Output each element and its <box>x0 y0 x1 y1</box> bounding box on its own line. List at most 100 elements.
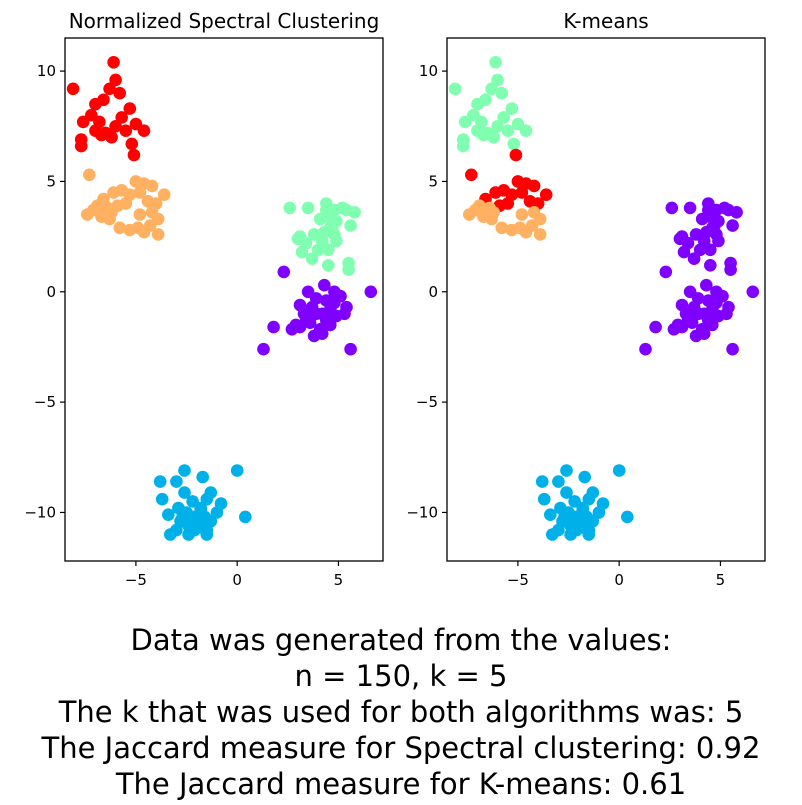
caption-line-3: The k that was used for both algorithms … <box>58 695 744 729</box>
data-point-p1-s1-10 <box>115 111 128 124</box>
data-point-p2-s1-2 <box>489 56 502 69</box>
data-point-p2-s2-2 <box>465 168 478 182</box>
data-point-p1-s1-11 <box>123 102 137 115</box>
data-point-p2-s4-19 <box>712 234 725 248</box>
x-tick-label-2-5: 5 <box>716 571 726 589</box>
data-point-p2-s5-28 <box>546 528 559 541</box>
data-point-p2-s1-5 <box>479 93 492 107</box>
data-point-p1-s5-28 <box>164 528 177 541</box>
data-point-p1-s4-23 <box>267 320 280 334</box>
data-point-p1-s2-6 <box>145 179 159 193</box>
data-point-p2-s5-9 <box>537 492 551 506</box>
data-point-p2-s4-54 <box>675 320 689 334</box>
data-point-p2-s4-46 <box>720 307 733 321</box>
data-point-p2-s4-31 <box>700 278 713 292</box>
data-point-p2-s1-8 <box>485 82 498 96</box>
y-tick-label-1-0: 0 <box>46 283 56 301</box>
data-point-p2-s1-19 <box>487 131 500 144</box>
data-point-p1-s2-23 <box>113 221 126 235</box>
x-tick-label-2--5: −5 <box>507 571 529 589</box>
data-point-p1-s5-9 <box>155 492 169 506</box>
data-point-p2-s5-2 <box>612 464 626 477</box>
data-point-p2-s4-26 <box>724 256 737 270</box>
data-point-p2-s1-15 <box>501 124 515 137</box>
y-tick-label-1-5: 5 <box>46 172 56 190</box>
data-point-p1-s3-29 <box>291 232 305 246</box>
data-point-p1-s1-6 <box>113 86 126 100</box>
data-point-p2-s4-20 <box>693 243 707 257</box>
data-point-p1-s4-25 <box>293 320 307 334</box>
data-point-p1-s5-15 <box>210 506 224 519</box>
data-point-p2-s5-4 <box>535 475 549 488</box>
data-point-p2-s5-17 <box>544 508 557 521</box>
data-point-p2-s4-60 <box>683 312 697 325</box>
data-point-p1-s3-28 <box>326 219 339 232</box>
data-point-p2-s2-1 <box>509 148 523 162</box>
caption: Data was generated from the values: n = … <box>0 622 802 802</box>
data-point-p2-s4-1 <box>665 201 679 215</box>
data-point-p2-s3-7 <box>515 208 529 221</box>
data-point-p1-s4-1 <box>277 265 291 279</box>
data-point-p1-s3-26 <box>342 256 355 270</box>
data-point-p1-s1-23 <box>95 128 108 142</box>
data-point-p2-s5-22 <box>621 510 634 524</box>
y-tick-label-1--10: −10 <box>24 503 56 521</box>
data-point-p1-s3-22 <box>305 252 319 265</box>
x-tick-label-2-0: 0 <box>614 571 624 589</box>
caption-line-5: The Jaccard measure for K-means: 0.61 <box>115 767 687 801</box>
caption-line-1: Data was generated from the values: <box>130 623 672 657</box>
plot-frame-2 <box>446 37 766 562</box>
data-point-p1-s3-7 <box>340 203 353 217</box>
data-point-p1-s5-4 <box>153 475 167 488</box>
data-point-p1-s5-22 <box>239 510 252 524</box>
y-tick-label-2-10: 10 <box>419 62 438 80</box>
data-point-p2-s5-29 <box>564 528 577 541</box>
y-tick-label-2--10: −10 <box>406 503 438 521</box>
y-tick-label-1-10: 10 <box>37 62 56 80</box>
data-point-p2-s1-6 <box>495 86 509 100</box>
data-point-p1-s3-2 <box>301 201 315 215</box>
data-point-p2-s1-23 <box>477 128 490 142</box>
data-point-p2-s4-29 <box>673 232 687 246</box>
data-point-p2-s5-30 <box>582 528 596 541</box>
data-point-p2-s4-21 <box>704 243 717 257</box>
data-point-p1-s5-32 <box>176 510 189 524</box>
data-point-p1-s2-28 <box>151 228 165 241</box>
data-point-p2-s4-52 <box>649 320 662 334</box>
x-tick-label-1-0: 0 <box>232 571 242 589</box>
data-point-p2-s4-2 <box>683 201 697 215</box>
plot-frame-1 <box>64 37 384 562</box>
figure: Normalized Spectral Clustering −5 0 5 10 5 0 −5… <box>24 9 766 589</box>
x-tick-label-1-5: 5 <box>334 571 344 589</box>
data-point-p2-s5-33 <box>576 503 589 517</box>
data-point-p1-s5-31 <box>192 519 205 532</box>
data-point-p2-s1-17 <box>511 117 525 131</box>
data-point-p1-s4-32 <box>328 296 341 310</box>
data-point-p1-s5-33 <box>194 503 207 517</box>
data-point-p1-s1-22 <box>74 139 88 153</box>
data-point-p1-s1-1 <box>66 82 80 96</box>
caption-line-4: The Jaccard measure for Spectral cluster… <box>41 731 761 765</box>
data-point-p1-s5-6 <box>178 486 191 499</box>
data-point-p1-s4-29 <box>257 342 270 356</box>
data-point-p2-s4-23 <box>677 245 691 259</box>
data-point-p1-s5-5 <box>170 475 183 488</box>
y-tick-label-2-0: 0 <box>428 283 438 301</box>
data-point-p1-s1-5 <box>97 93 110 107</box>
data-point-p2-s5-8 <box>582 492 596 506</box>
data-point-p2-s4-28 <box>708 219 721 232</box>
data-point-p1-s2-20 <box>133 208 147 221</box>
data-point-p2-s4-27 <box>702 203 715 217</box>
data-point-p1-s5-29 <box>182 528 195 541</box>
data-point-p1-s3-27 <box>320 203 333 217</box>
data-point-p2-s1-1 <box>448 82 462 96</box>
data-point-p2-s2-8 <box>539 188 553 201</box>
data-point-p2-s4-59 <box>726 342 739 356</box>
data-point-p2-s5-1 <box>560 464 573 477</box>
data-point-p1-s4-2 <box>318 278 331 292</box>
data-point-p1-s4-30 <box>344 342 357 356</box>
data-point-p2-s5-6 <box>560 486 573 499</box>
data-point-p2-s5-15 <box>592 506 606 519</box>
data-point-p1-s2-7 <box>157 188 171 201</box>
x-tick-label-1--5: −5 <box>125 571 147 589</box>
